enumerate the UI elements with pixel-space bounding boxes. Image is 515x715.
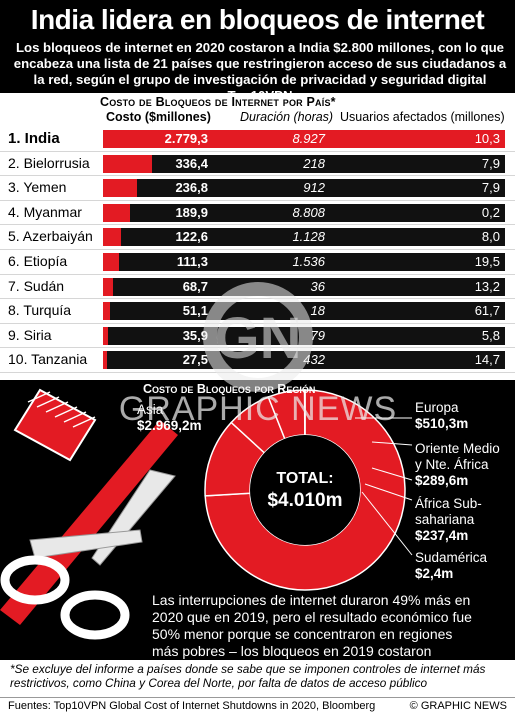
row-separator [0, 274, 515, 275]
row-separator [0, 151, 515, 152]
users-value: 14,7 [395, 352, 500, 367]
users-value: 0,2 [395, 205, 500, 220]
page-title: India lidera en bloqueos de internet [0, 4, 515, 36]
region-label-africa-subsahariana: África Sub-sahariana $237,4m [415, 496, 495, 544]
region-name: África Sub-sahariana [415, 496, 482, 527]
country-row: 5. Azerbaiyán 122,6 1.128 8,0 [0, 227, 515, 247]
cost-value: 51,1 [103, 303, 208, 318]
cost-value: 2.779,3 [103, 131, 208, 146]
footer: Fuentes: Top10VPN Global Cost of Interne… [0, 697, 515, 715]
region-name: Sudamérica [415, 550, 487, 565]
region-value: $237,4m [415, 528, 495, 544]
cost-value: 35,9 [103, 328, 208, 343]
cost-value: 111,3 [103, 254, 208, 269]
cost-value: 336,4 [103, 156, 208, 171]
country-chart-title: Costo de Bloqueos de Internet por País* [100, 95, 336, 109]
duration-value: 8.808 [215, 205, 325, 220]
column-header-cost: Costo ($millones) [106, 110, 211, 124]
region-label-sudamerica: Sudamérica $2,4m [415, 550, 487, 582]
column-header-users: Usuarios afectados (millones) [340, 110, 505, 124]
region-chart-title: Costo de Bloqueos por Región [143, 382, 315, 396]
row-separator [0, 347, 515, 348]
donut-total: TOTAL: $4.010m [255, 470, 355, 512]
region-name: Oriente Medio y Nte. África [415, 441, 500, 472]
country-name: 8. Turquía [8, 302, 71, 318]
country-row: 2. Bielorrusia 336,4 218 7,9 [0, 154, 515, 174]
footnote: *Se excluye del informe a países donde s… [10, 662, 510, 690]
users-value: 7,9 [395, 156, 500, 171]
country-name: 10. Tanzania [8, 351, 87, 367]
cable-connector-icon [15, 390, 95, 460]
region-value: $2,4m [415, 566, 487, 582]
row-separator [0, 224, 515, 225]
country-name: 6. Etiopía [8, 253, 67, 269]
duration-value: 1.536 [215, 254, 325, 269]
region-value: $510,3m [415, 416, 468, 432]
country-row: 6. Etiopía 111,3 1.536 19,5 [0, 252, 515, 272]
region-label-asia: Asia $2.969,2m [137, 402, 202, 434]
row-separator [0, 372, 515, 373]
country-name: 4. Myanmar [8, 204, 82, 220]
row-separator [0, 249, 515, 250]
country-row: 9. Siria 35,9 79 5,8 [0, 326, 515, 346]
duration-value: 218 [215, 156, 325, 171]
country-row: 3. Yemen 236,8 912 7,9 [0, 178, 515, 198]
cost-value: 236,8 [103, 180, 208, 195]
credit: © GRAPHIC NEWS [410, 700, 507, 712]
duration-value: 1.128 [215, 229, 325, 244]
users-value: 8,0 [395, 229, 500, 244]
region-label-europa: Europa $510,3m [415, 400, 468, 432]
region-name: Asia [137, 402, 163, 417]
region-value: $289,6m [415, 473, 510, 489]
country-name: 2. Bielorrusia [8, 155, 90, 171]
duration-value: 432 [215, 352, 325, 367]
cost-value: 189,9 [103, 205, 208, 220]
country-row: 1. India 2.779,3 8.927 10,3 [0, 129, 515, 149]
country-name: 7. Sudán [8, 278, 64, 294]
sources: Fuentes: Top10VPN Global Cost of Interne… [8, 700, 375, 712]
total-value: $4.010m [255, 490, 355, 512]
region-name: Europa [415, 400, 459, 415]
users-value: 5,8 [395, 328, 500, 343]
header: India lidera en bloqueos de internet Los… [0, 0, 515, 93]
users-value: 19,5 [395, 254, 500, 269]
row-separator [0, 200, 515, 201]
scissors-handle-icon [65, 595, 125, 635]
duration-value: 36 [215, 279, 325, 294]
users-value: 7,9 [395, 180, 500, 195]
row-separator [0, 175, 515, 176]
region-value: $2.969,2m [137, 418, 202, 434]
column-header-duration: Duración (horas) [240, 110, 333, 124]
country-name: 1. India [8, 130, 60, 147]
row-separator [0, 323, 515, 324]
cost-value: 27,5 [103, 352, 208, 367]
country-name: 9. Siria [8, 327, 52, 343]
country-name: 3. Yemen [8, 179, 66, 195]
users-value: 10,3 [395, 131, 500, 146]
country-row: 7. Sudán 68,7 36 13,2 [0, 277, 515, 297]
cost-value: 122,6 [103, 229, 208, 244]
row-separator [0, 298, 515, 299]
users-value: 61,7 [395, 303, 500, 318]
users-value: 13,2 [395, 279, 500, 294]
country-name: 5. Azerbaiyán [8, 228, 93, 244]
cost-value: 68,7 [103, 279, 208, 294]
country-row: 10. Tanzania 27,5 432 14,7 [0, 350, 515, 370]
duration-value: 79 [215, 328, 325, 343]
country-row: 8. Turquía 51,1 18 61,7 [0, 301, 515, 321]
total-label: TOTAL: [255, 470, 355, 488]
region-label-oriente-medio: Oriente Medio y Nte. África $289,6m [415, 441, 510, 489]
duration-value: 18 [215, 303, 325, 318]
duration-value: 8.927 [215, 131, 325, 146]
country-row: 4. Myanmar 189,9 8.808 0,2 [0, 203, 515, 223]
duration-value: 912 [215, 180, 325, 195]
